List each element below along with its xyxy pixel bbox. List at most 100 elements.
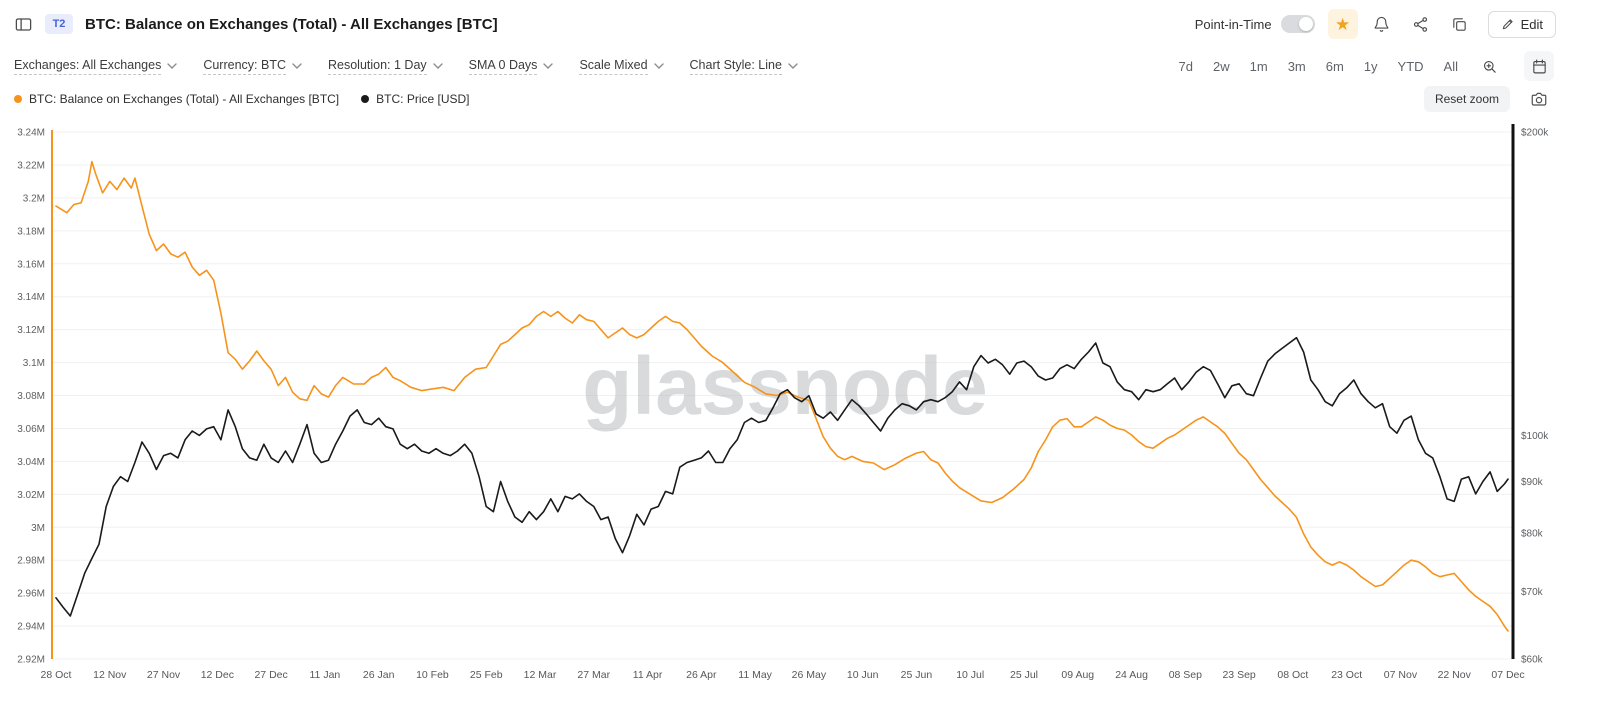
series-dot-orange [14,95,22,103]
svg-text:$70k: $70k [1521,587,1544,598]
svg-text:3.02M: 3.02M [17,490,45,501]
chevron-down-icon [653,63,664,69]
svg-text:$200k: $200k [1521,128,1549,139]
legend-label: BTC: Balance on Exchanges (Total) - All … [29,92,340,106]
legend-item-price[interactable]: BTC: Price [USD] [361,92,470,106]
svg-text:glassnode: glassnode [582,341,988,432]
svg-text:27 Dec: 27 Dec [254,669,287,681]
chevron-down-icon [292,63,302,69]
svg-text:10 Jul: 10 Jul [956,669,984,681]
svg-text:24 Aug: 24 Aug [1115,669,1148,681]
filter-exchanges-label: Exchanges: All Exchanges [14,58,162,75]
favorite-star-icon[interactable]: ★ [1327,9,1358,39]
svg-text:28 Oct: 28 Oct [41,669,72,681]
svg-text:3.14M: 3.14M [17,292,45,303]
svg-text:$80k: $80k [1521,529,1544,540]
copy-icon[interactable] [1445,9,1475,39]
chevron-down-icon [432,63,443,69]
svg-text:2.94M: 2.94M [17,622,45,633]
filter-bar: Exchanges: All Exchanges Currency: BTC R… [0,48,1612,84]
point-in-time-toggle[interactable] [1280,15,1315,33]
svg-text:$90k: $90k [1521,477,1544,488]
svg-text:23 Sep: 23 Sep [1222,669,1255,681]
svg-text:3.16M: 3.16M [17,259,45,270]
legend-bar: BTC: Balance on Exchanges (Total) - All … [0,84,1612,114]
range-1y[interactable]: 1y [1363,58,1378,74]
filter-resolution[interactable]: Resolution: 1 Day [327,58,443,75]
range-selector: 7d 2w 1m 3m 6m 1y YTD All [1171,51,1554,81]
svg-text:3.04M: 3.04M [17,457,45,468]
svg-text:11 May: 11 May [738,669,772,681]
point-in-time-label: Point-in-Time [1194,16,1272,32]
legend-label: BTC: Price [USD] [376,92,470,106]
svg-text:07 Dec: 07 Dec [1491,669,1524,681]
chart-canvas[interactable]: 3.24M 3.22M 3.2M 3.18M 3.16M 3.14M 3.12M 3.1M 3.… [0,118,1612,715]
svg-text:10 Feb: 10 Feb [416,669,449,681]
svg-text:3.08M: 3.08M [17,391,45,402]
zoom-area-icon[interactable] [1474,51,1504,81]
filter-currency[interactable]: Currency: BTC [203,58,302,75]
chevron-down-icon [167,63,178,69]
camera-icon[interactable] [1524,84,1554,114]
svg-text:2.96M: 2.96M [17,589,45,600]
svg-text:26 Jan: 26 Jan [363,669,395,681]
svg-text:25 Jun: 25 Jun [901,669,933,681]
chevron-down-icon [788,63,798,69]
filter-exchanges[interactable]: Exchanges: All Exchanges [14,58,178,75]
svg-text:07 Nov: 07 Nov [1384,669,1418,681]
svg-text:27 Nov: 27 Nov [147,669,181,681]
svg-text:12 Dec: 12 Dec [201,669,234,681]
bell-icon[interactable] [1367,9,1397,39]
page-title: BTC: Balance on Exchanges (Total) - All … [85,15,498,33]
tab-badge[interactable]: T2 [45,14,73,34]
filter-scale[interactable]: Scale Mixed [579,58,664,75]
svg-text:3.18M: 3.18M [17,226,45,237]
svg-text:26 Apr: 26 Apr [686,669,717,681]
range-all[interactable]: All [1443,58,1458,74]
toggle-knob [1298,17,1313,31]
filter-sma[interactable]: SMA 0 Days [468,58,554,75]
filter-scale-label: Scale Mixed [579,58,648,75]
edit-button-label: Edit [1520,16,1543,32]
filter-currency-label: Currency: BTC [203,58,286,75]
svg-text:3.2M: 3.2M [23,193,45,204]
range-ytd[interactable]: YTD [1397,58,1424,74]
svg-text:10 Jun: 10 Jun [847,669,879,681]
pencil-icon [1501,17,1515,31]
svg-text:09 Aug: 09 Aug [1061,669,1094,681]
svg-text:2.98M: 2.98M [17,556,45,567]
series-dot-black [361,95,370,103]
filter-sma-label: SMA 0 Days [468,58,538,75]
calendar-icon[interactable] [1524,51,1554,81]
range-6m[interactable]: 6m [1325,58,1344,74]
svg-text:08 Oct: 08 Oct [1277,669,1308,681]
svg-text:3.22M: 3.22M [17,160,45,171]
svg-text:3.06M: 3.06M [17,424,45,435]
edit-button[interactable]: Edit [1487,10,1556,38]
reset-zoom-button[interactable]: Reset zoom [1423,86,1510,112]
chevron-down-icon [543,63,554,69]
svg-text:3.24M: 3.24M [17,128,45,139]
svg-text:08 Sep: 08 Sep [1169,669,1202,681]
svg-text:2.92M: 2.92M [17,655,45,666]
svg-text:3M: 3M [31,523,45,534]
chart-area: 3.24M 3.22M 3.2M 3.18M 3.16M 3.14M 3.12M 3.1M 3.… [0,118,1612,715]
filter-chart-style[interactable]: Chart Style: Line [689,58,798,75]
svg-text:12 Mar: 12 Mar [524,669,557,681]
filter-resolution-label: Resolution: 1 Day [327,58,427,75]
svg-text:3.1M: 3.1M [23,358,45,369]
range-3m[interactable]: 3m [1287,58,1306,74]
legend-item-balance[interactable]: BTC: Balance on Exchanges (Total) - All … [14,92,339,106]
range-1m[interactable]: 1m [1249,58,1268,74]
range-2w[interactable]: 2w [1213,58,1230,74]
svg-text:25 Jul: 25 Jul [1010,669,1038,681]
svg-text:3.12M: 3.12M [17,325,45,336]
range-7d[interactable]: 7d [1178,58,1193,74]
share-icon[interactable] [1406,9,1436,39]
svg-text:12 Nov: 12 Nov [93,669,127,681]
svg-text:$100k: $100k [1521,431,1549,442]
svg-text:11 Jan: 11 Jan [310,669,341,681]
sidebar-toggle-icon[interactable] [14,15,33,34]
svg-text:27 Mar: 27 Mar [577,669,610,681]
